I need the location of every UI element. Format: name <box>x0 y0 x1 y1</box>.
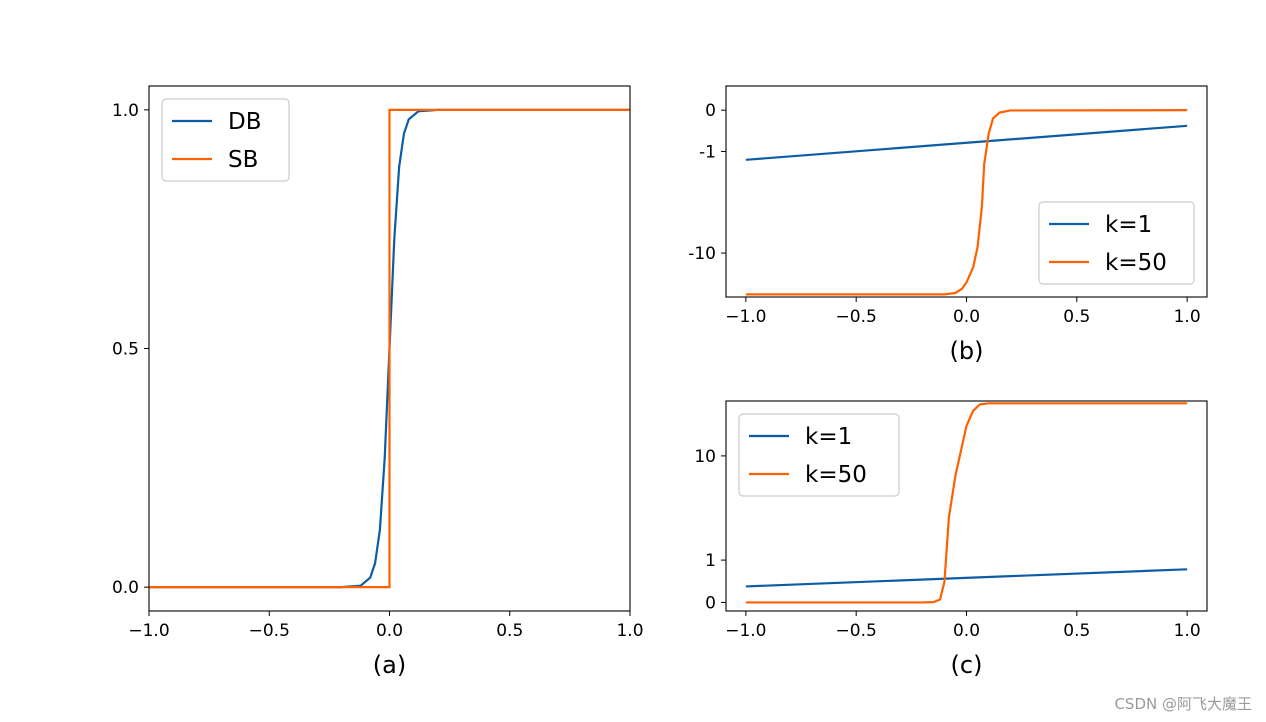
y-tick-label-c: 10 <box>694 447 716 467</box>
x-tick-label-a: −0.5 <box>249 621 290 641</box>
series-line-c-1 <box>745 402 1188 604</box>
series-line-b-0 <box>745 124 1188 161</box>
x-tick-label-a: 1.0 <box>616 621 643 641</box>
legend-label-c-0: k=1 <box>805 424 852 450</box>
x-tick-label-a: 0.0 <box>376 621 403 641</box>
panel-b: −1.0 −0.5 0.0 0.5 1.0 0 -1 -10 (b) k=1 k=50 <box>688 85 1208 365</box>
panel-caption-c: (c) <box>951 651 983 679</box>
x-tick-label-c: 1.0 <box>1174 621 1201 641</box>
x-tick-label-c: 0.0 <box>953 621 980 641</box>
legend-box-b <box>1038 201 1195 285</box>
series-line-b-1 <box>745 109 1188 296</box>
x-tick-label-c: 0.5 <box>1063 621 1090 641</box>
x-tick-label-b: 0.5 <box>1063 307 1090 327</box>
panel-a: −1.0 −0.5 0.0 0.5 1.0 0.0 0.5 1.0 (a) DB SB <box>112 85 644 679</box>
panel-c: −1.0 −0.5 0.0 0.5 1.0 0 1 10 (c) k=1 k=50 <box>694 400 1208 679</box>
legend-label-b-1: k=50 <box>1105 250 1167 276</box>
legend-a: DB SB <box>161 98 290 182</box>
legend-c: k=1 k=50 <box>738 413 900 497</box>
x-tick-label-c: −1.0 <box>725 621 766 641</box>
y-tick-label-c: 1 <box>705 551 716 571</box>
legend-box-c <box>738 413 900 497</box>
legend-label-c-1: k=50 <box>805 462 867 488</box>
panel-caption-a: (a) <box>373 651 406 679</box>
y-tick-label-a: 0.5 <box>112 340 139 360</box>
watermark: CSDN @阿飞大魔王 <box>1114 695 1252 713</box>
legend-label-a-0: DB <box>228 109 262 135</box>
y-tick-label-c: 0 <box>705 593 716 613</box>
y-tick-label-b: 0 <box>705 101 716 121</box>
legend-box-a <box>161 98 290 182</box>
legend-label-b-0: k=1 <box>1105 212 1152 238</box>
x-tick-label-b: 1.0 <box>1174 307 1201 327</box>
x-tick-label-b: −1.0 <box>725 307 766 327</box>
y-tick-label-a: 0.0 <box>112 578 139 598</box>
panel-caption-b: (b) <box>950 337 984 365</box>
x-tick-label-b: 0.0 <box>953 307 980 327</box>
legend-b: k=1 k=50 <box>1038 201 1195 285</box>
x-tick-label-a: 0.5 <box>496 621 523 641</box>
y-tick-label-b: -1 <box>699 142 716 162</box>
series-line-c-0 <box>745 568 1188 588</box>
legend-label-a-1: SB <box>228 147 258 173</box>
x-tick-label-a: −1.0 <box>128 621 169 641</box>
y-tick-label-a: 1.0 <box>112 101 139 121</box>
series-line-a-1 <box>149 108 630 589</box>
y-tick-label-b: -10 <box>688 244 716 264</box>
x-tick-label-c: −0.5 <box>836 621 877 641</box>
x-tick-label-b: −0.5 <box>836 307 877 327</box>
